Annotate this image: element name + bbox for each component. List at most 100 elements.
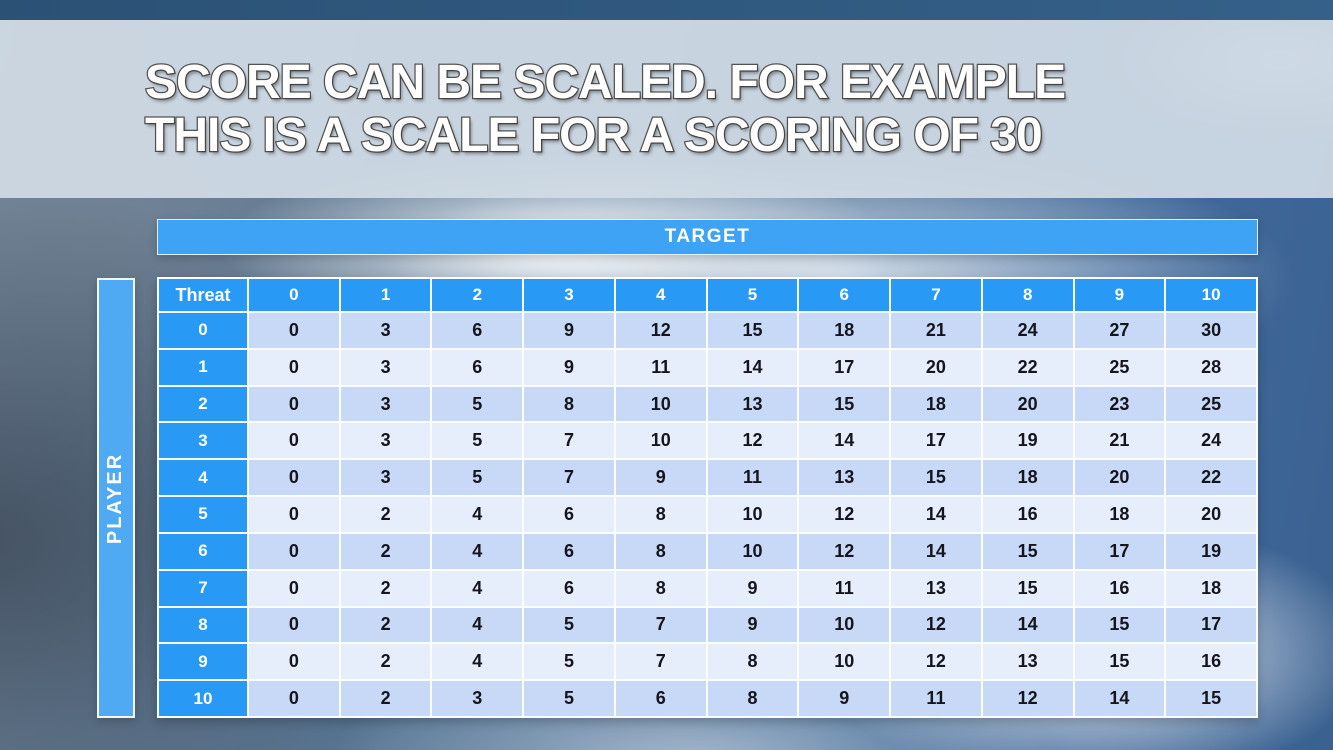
row-header-0: 0 bbox=[159, 313, 247, 348]
score-cell: 10 bbox=[799, 644, 890, 680]
score-cell: 14 bbox=[707, 349, 798, 385]
score-cell: 22 bbox=[982, 349, 1073, 385]
score-cell: 20 bbox=[1166, 497, 1256, 532]
score-cell: 25 bbox=[1074, 349, 1165, 385]
score-cell: 4 bbox=[432, 644, 523, 680]
score-cell: 15 bbox=[982, 533, 1073, 569]
player-header-bar: PLAYER bbox=[97, 278, 135, 718]
score-cell: 10 bbox=[707, 497, 798, 532]
title-band: SCORE CAN BE SCALED. FOR EXAMPLE THIS IS… bbox=[0, 20, 1333, 198]
top-banner bbox=[0, 0, 1333, 20]
row-header-8: 8 bbox=[159, 607, 247, 643]
score-cell: 0 bbox=[249, 460, 339, 496]
score-cell: 0 bbox=[249, 386, 339, 422]
score-cell: 17 bbox=[799, 349, 890, 385]
score-cell: 5 bbox=[524, 607, 614, 643]
corner-header-cell: Threat bbox=[159, 279, 247, 311]
score-cell: 2 bbox=[340, 533, 431, 569]
score-cell: 15 bbox=[1166, 681, 1256, 716]
score-cell: 11 bbox=[799, 570, 890, 606]
row-header-10: 10 bbox=[159, 681, 247, 716]
target-header-bar: TARGET bbox=[157, 219, 1258, 255]
score-cell: 0 bbox=[249, 313, 339, 348]
score-cell: 30 bbox=[1166, 313, 1256, 348]
row-header-1: 1 bbox=[159, 349, 247, 385]
score-cell: 28 bbox=[1166, 349, 1256, 385]
score-cell: 8 bbox=[615, 533, 706, 569]
target-label: TARGET bbox=[664, 226, 751, 247]
score-cell: 7 bbox=[615, 644, 706, 680]
score-cell: 0 bbox=[249, 644, 339, 680]
score-cell: 10 bbox=[615, 423, 706, 459]
score-cell: 17 bbox=[1166, 607, 1256, 643]
score-cell: 11 bbox=[615, 349, 706, 385]
score-cell: 5 bbox=[432, 460, 523, 496]
score-cell: 24 bbox=[1166, 423, 1256, 459]
score-cell: 22 bbox=[1166, 460, 1256, 496]
row-header-5: 5 bbox=[159, 497, 247, 532]
score-cell: 14 bbox=[799, 423, 890, 459]
score-cell: 16 bbox=[1166, 644, 1256, 680]
column-header-1: 1 bbox=[340, 279, 431, 311]
score-cell: 11 bbox=[707, 460, 798, 496]
column-header-3: 3 bbox=[524, 279, 614, 311]
score-cell: 7 bbox=[524, 423, 614, 459]
slide-title: SCORE CAN BE SCALED. FOR EXAMPLE THIS IS… bbox=[144, 55, 1068, 164]
score-cell: 16 bbox=[982, 497, 1073, 532]
score-cell: 3 bbox=[432, 681, 523, 716]
score-table: Threat 0 1 2 3 4 5 6 7 8 9 10 0 0 3 6 9 12 15 18 21 24 27 30 1 0 3… bbox=[157, 277, 1258, 718]
score-cell: 12 bbox=[615, 313, 706, 348]
score-cell: 18 bbox=[1074, 497, 1165, 532]
score-cell: 15 bbox=[1074, 607, 1165, 643]
score-cell: 17 bbox=[1074, 533, 1165, 569]
score-cell: 10 bbox=[799, 607, 890, 643]
score-cell: 5 bbox=[432, 423, 523, 459]
score-cell: 4 bbox=[432, 570, 523, 606]
score-cell: 12 bbox=[799, 533, 890, 569]
score-cell: 18 bbox=[799, 313, 890, 348]
score-cell: 25 bbox=[1166, 386, 1256, 422]
score-cell: 13 bbox=[707, 386, 798, 422]
score-cell: 6 bbox=[524, 570, 614, 606]
score-cell: 6 bbox=[615, 681, 706, 716]
score-cell: 0 bbox=[249, 497, 339, 532]
score-cell: 15 bbox=[707, 313, 798, 348]
score-cell: 2 bbox=[340, 570, 431, 606]
score-cell: 3 bbox=[340, 460, 431, 496]
score-cell: 0 bbox=[249, 423, 339, 459]
score-cell: 10 bbox=[615, 386, 706, 422]
score-cell: 18 bbox=[1166, 570, 1256, 606]
score-cell: 17 bbox=[891, 423, 981, 459]
score-cell: 3 bbox=[340, 349, 431, 385]
column-header-7: 7 bbox=[891, 279, 981, 311]
score-cell: 6 bbox=[524, 497, 614, 532]
row-header-2: 2 bbox=[159, 386, 247, 422]
score-cell: 7 bbox=[615, 607, 706, 643]
row-header-7: 7 bbox=[159, 570, 247, 606]
score-cell: 9 bbox=[524, 313, 614, 348]
score-cell: 18 bbox=[891, 386, 981, 422]
score-cell: 8 bbox=[615, 497, 706, 532]
column-header-6: 6 bbox=[799, 279, 890, 311]
score-cell: 12 bbox=[891, 607, 981, 643]
score-cell: 5 bbox=[524, 681, 614, 716]
player-label: PLAYER bbox=[104, 452, 127, 544]
score-cell: 13 bbox=[891, 570, 981, 606]
score-cell: 12 bbox=[707, 423, 798, 459]
score-cell: 2 bbox=[340, 607, 431, 643]
score-cell: 20 bbox=[1074, 460, 1165, 496]
title-line-1: SCORE CAN BE SCALED. FOR EXAMPLE bbox=[144, 55, 1068, 111]
score-cell: 2 bbox=[340, 681, 431, 716]
column-header-2: 2 bbox=[432, 279, 523, 311]
score-cell: 6 bbox=[432, 349, 523, 385]
score-cell: 23 bbox=[1074, 386, 1165, 422]
score-cell: 4 bbox=[432, 607, 523, 643]
column-header-0: 0 bbox=[249, 279, 339, 311]
score-cell: 3 bbox=[340, 423, 431, 459]
score-cell: 8 bbox=[707, 681, 798, 716]
score-cell: 16 bbox=[1074, 570, 1165, 606]
score-cell: 12 bbox=[799, 497, 890, 532]
title-line-2: THIS IS A SCALE FOR A SCORING OF 30 bbox=[144, 108, 1044, 164]
score-cell: 13 bbox=[799, 460, 890, 496]
score-cell: 8 bbox=[707, 644, 798, 680]
